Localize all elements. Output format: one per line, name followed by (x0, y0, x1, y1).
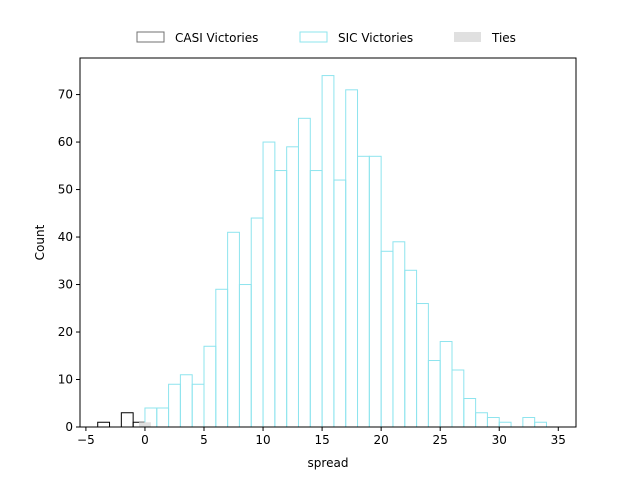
legend-swatch-sic-victories (299, 31, 328, 43)
bar-sic-victories-29 (486, 417, 500, 428)
bar-sic-victories-21 (392, 241, 406, 428)
bar-sic-victories-20 (380, 250, 394, 428)
bar-sic-victories-17 (345, 89, 359, 428)
plot-frame (79, 57, 577, 428)
bar-sic-victories-13 (297, 117, 311, 428)
bar-sic-victories-32 (522, 417, 536, 428)
bar-sic-victories-6 (215, 288, 229, 428)
bar-sic-victories-11 (274, 170, 288, 428)
bar-sic-victories-10 (262, 141, 276, 428)
bar-sic-victories-25 (439, 341, 453, 428)
bar-sic-victories-2 (168, 383, 181, 428)
bar-sic-victories-9 (250, 217, 264, 428)
y-tick-label: 40 (58, 230, 73, 244)
bar-sic-victories-23 (416, 303, 429, 428)
x-axis-label: spread (308, 456, 349, 470)
legend-label-ties: Ties (491, 31, 516, 45)
bar-casi-victories-1 (120, 412, 134, 428)
bar-sic-victories-4 (191, 383, 205, 428)
bar-sic-victories-26 (451, 369, 465, 428)
y-tick-label: 60 (58, 135, 73, 149)
bar-sic-victories-8 (238, 284, 252, 428)
y-tick-label: 30 (58, 278, 73, 292)
bar-sic-victories-16 (333, 179, 347, 428)
bar-sic-victories-30 (498, 421, 512, 428)
bar-sic-victories-5 (203, 345, 217, 428)
bar-sic-victories-7 (227, 231, 240, 428)
bars-layer (97, 75, 547, 428)
legend-label-casi-victories: CASI Victories (175, 31, 258, 45)
y-tick-label: 70 (58, 88, 73, 102)
bar-ties-0 (139, 422, 151, 427)
x-tick-label: 0 (141, 433, 149, 447)
bar-sic-victories-15 (321, 75, 335, 428)
legend: CASI Victories SIC Victories Ties (136, 31, 516, 45)
y-tick-label: 10 (58, 373, 73, 387)
x-axis: −5 0 5 10 15 20 25 30 35 (77, 427, 566, 447)
x-tick-label: 35 (551, 433, 566, 447)
y-axis: 0 10 20 30 40 50 60 70 (58, 88, 80, 434)
x-tick-label: 30 (492, 433, 507, 447)
y-tick-label: 0 (65, 420, 73, 434)
x-tick-label: 5 (200, 433, 208, 447)
bar-sic-victories-22 (404, 269, 418, 428)
bar-sic-victories-18 (357, 155, 370, 428)
bar-sic-victories-19 (368, 155, 382, 428)
y-tick-label: 50 (58, 183, 73, 197)
x-tick-label: 10 (255, 433, 270, 447)
bar-casi-victories-0 (97, 421, 111, 428)
x-tick-label: 15 (314, 433, 329, 447)
x-tick-label: 20 (374, 433, 389, 447)
bar-sic-victories-27 (463, 398, 477, 428)
legend-swatch-casi-victories (136, 31, 165, 43)
x-tick-label: 25 (433, 433, 448, 447)
bar-sic-victories-28 (475, 412, 488, 428)
legend-label-sic-victories: SIC Victories (338, 31, 413, 45)
bar-sic-victories-14 (309, 170, 323, 428)
legend-swatch-ties (454, 32, 481, 42)
bar-sic-victories-24 (427, 360, 441, 428)
x-tick-label: −5 (77, 433, 95, 447)
y-axis-label: Count (33, 224, 47, 260)
y-tick-label: 20 (58, 325, 73, 339)
bar-sic-victories-33 (534, 421, 547, 428)
bar-sic-victories-1 (156, 407, 170, 428)
bar-sic-victories-12 (286, 146, 299, 428)
bar-sic-victories-3 (179, 374, 193, 428)
